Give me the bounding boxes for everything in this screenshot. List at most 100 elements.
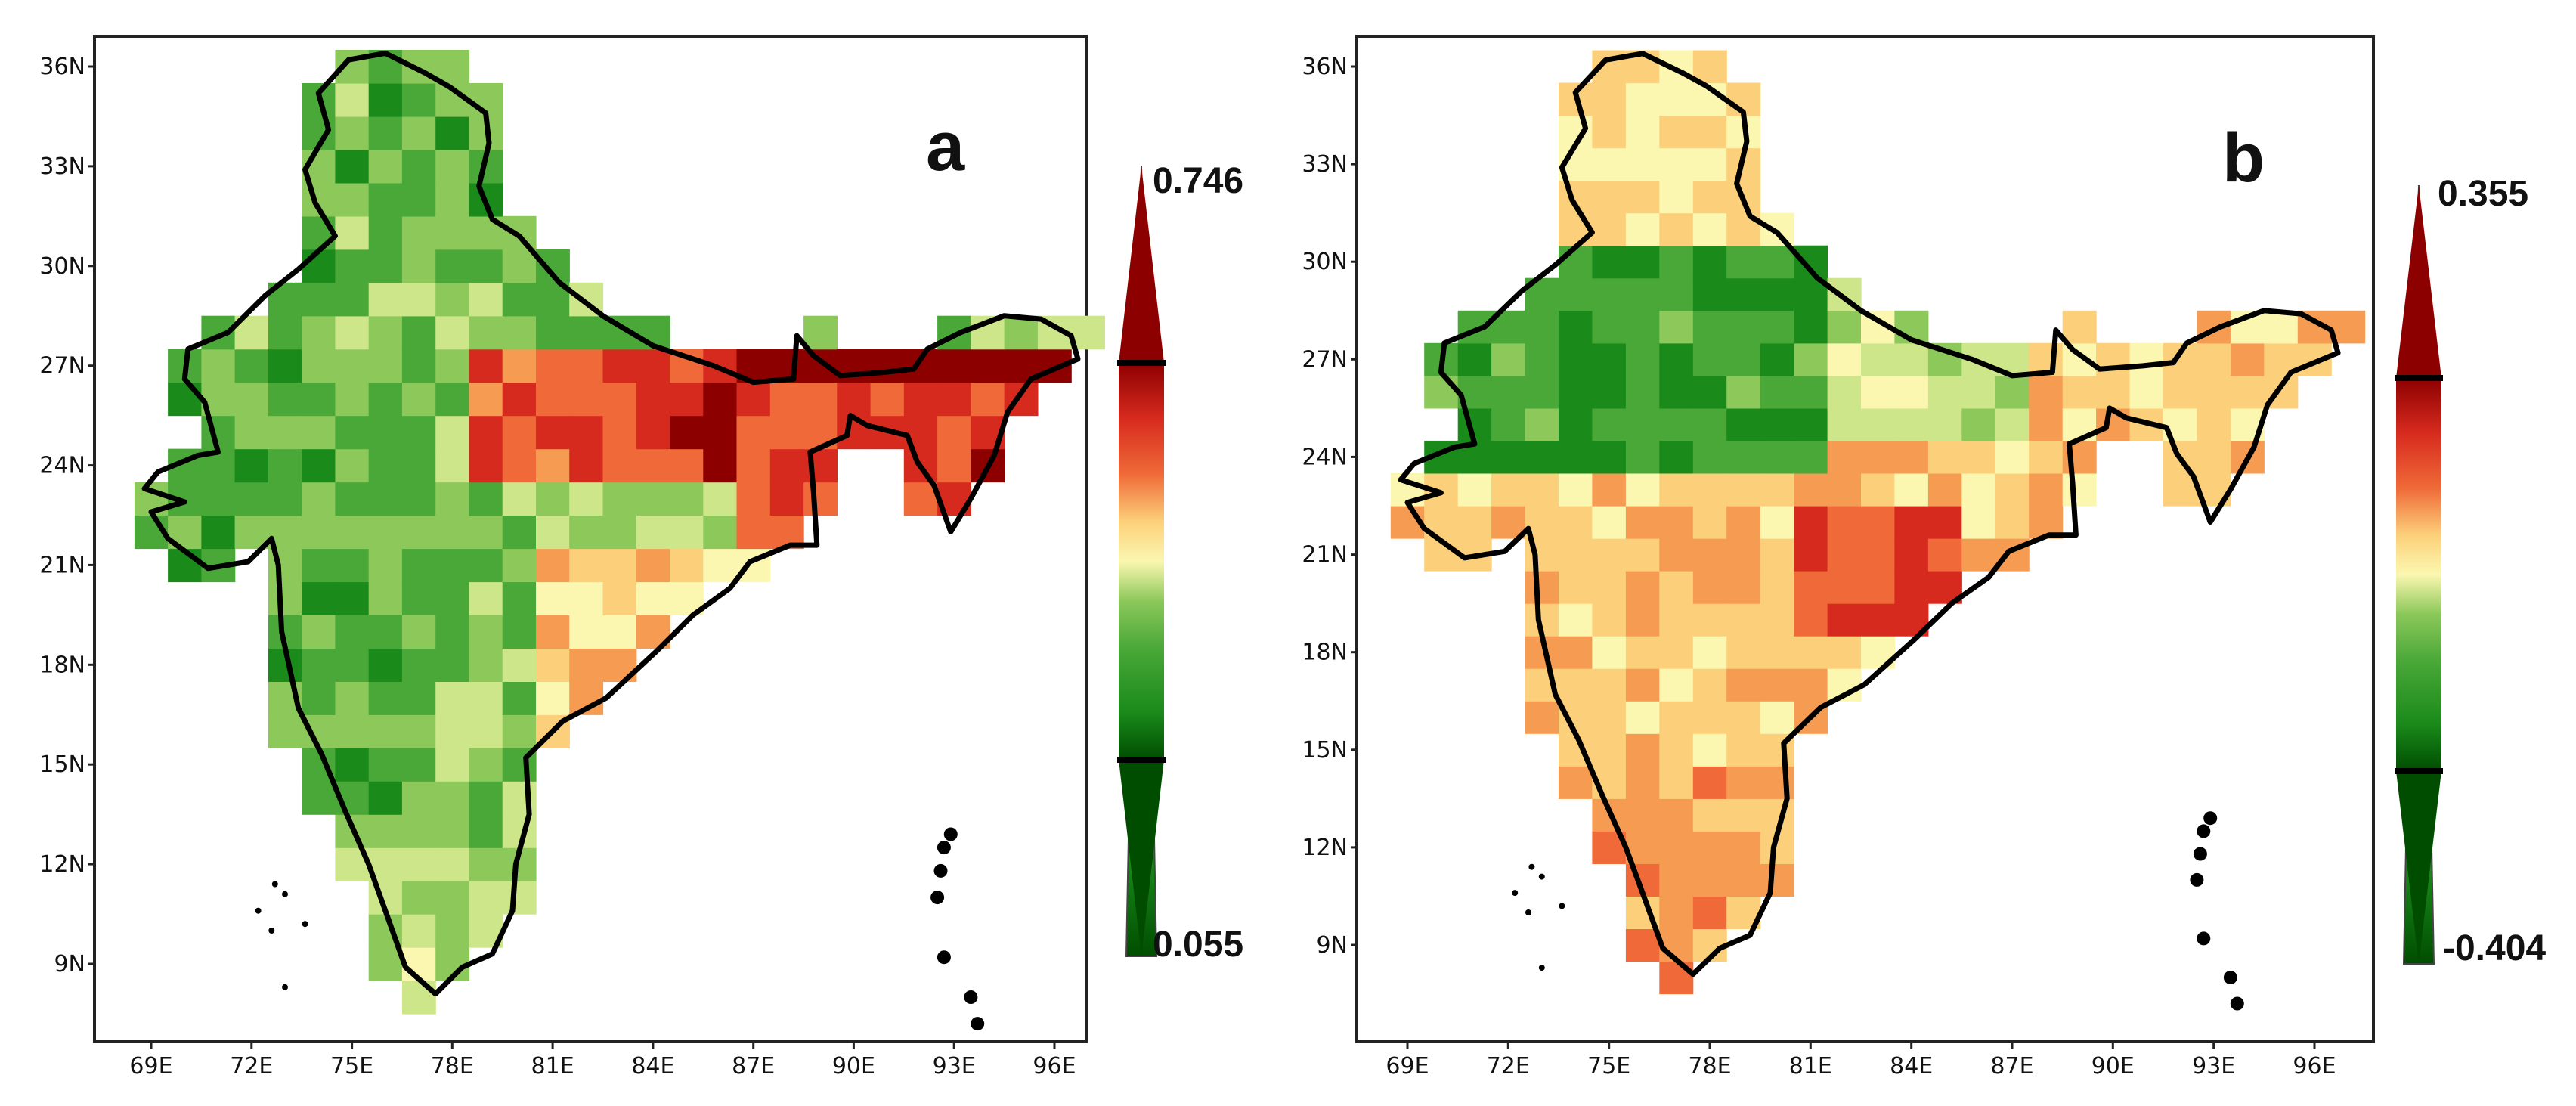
grid-cell xyxy=(2230,342,2265,376)
grid-cell xyxy=(401,781,436,815)
grid-cell xyxy=(335,681,370,715)
y-tick-label: 36N xyxy=(39,54,85,80)
grid-cell xyxy=(335,615,370,649)
grid-cell xyxy=(201,515,236,550)
grid-cell xyxy=(1625,733,1660,767)
grid-cell xyxy=(435,548,470,583)
grid-cell xyxy=(234,349,269,383)
x-tick-label: 93E xyxy=(933,1053,976,1080)
grid-cell xyxy=(1894,375,1929,409)
grid-cell xyxy=(1592,375,1627,409)
grid-cell xyxy=(1625,440,1660,474)
grid-cell xyxy=(1760,342,1794,376)
grid-cell xyxy=(736,482,771,516)
grid-cell xyxy=(1861,473,1895,507)
grid-cell xyxy=(1827,407,1862,441)
grid-cell xyxy=(1692,245,1727,279)
island-dot xyxy=(1538,965,1545,971)
grid-cell xyxy=(368,748,403,782)
grid-cell xyxy=(1726,701,1761,734)
grid-cell xyxy=(1726,636,1761,669)
island-dot xyxy=(933,863,948,878)
grid-cell xyxy=(1592,506,1627,539)
grid-cell xyxy=(1692,668,1727,702)
grid-cell xyxy=(1692,310,1727,344)
grid-cell xyxy=(1861,407,1895,441)
grid-cell xyxy=(302,515,336,550)
grid-cell xyxy=(1692,277,1727,311)
grid-cell xyxy=(1559,766,1593,799)
grid-cell xyxy=(435,615,470,649)
grid-cell xyxy=(302,249,336,283)
grid-cell xyxy=(368,448,403,483)
grid-cell xyxy=(569,415,604,450)
grid-cell xyxy=(2129,375,2164,409)
grid-cell xyxy=(368,615,403,649)
island-dot xyxy=(2230,996,2244,1011)
grid-cell xyxy=(1625,147,1660,181)
grid-cell xyxy=(1071,315,1105,350)
grid-cell xyxy=(769,415,804,450)
grid-cell xyxy=(703,415,738,450)
grid-cell xyxy=(1726,766,1761,799)
grid-cell xyxy=(268,482,302,516)
grid-cell xyxy=(1827,440,1862,474)
panel-b-colorbar-bottom-triangle xyxy=(2396,771,2441,964)
grid-cell xyxy=(1961,538,1996,572)
grid-cell xyxy=(1760,473,1794,507)
grid-cell xyxy=(401,382,436,417)
grid-cell xyxy=(803,482,838,516)
grid-cell xyxy=(1625,636,1660,669)
grid-cell xyxy=(1894,440,1929,474)
grid-cell xyxy=(268,581,302,615)
grid-cell xyxy=(502,648,537,682)
grid-cell xyxy=(469,448,503,483)
grid-cell xyxy=(335,182,370,217)
grid-cell xyxy=(401,515,436,550)
grid-cell xyxy=(1861,603,1895,637)
grid-cell xyxy=(435,581,470,615)
grid-cell xyxy=(803,349,838,383)
grid-cell xyxy=(1760,277,1794,311)
grid-cell xyxy=(1592,310,1627,344)
grid-cell xyxy=(1559,375,1593,409)
grid-cell xyxy=(368,83,403,117)
grid-cell xyxy=(335,249,370,283)
grid-cell xyxy=(302,581,336,615)
grid-cell xyxy=(368,814,403,848)
grid-cell xyxy=(1692,147,1727,181)
grid-cell xyxy=(435,149,470,184)
grid-cell xyxy=(435,382,470,417)
grid-cell xyxy=(1625,571,1660,604)
grid-cell xyxy=(1794,310,1828,344)
grid-cell xyxy=(401,282,436,317)
grid-cell xyxy=(302,482,336,516)
grid-cell xyxy=(602,448,637,483)
grid-cell xyxy=(569,648,604,682)
grid-cell xyxy=(2062,310,2097,344)
grid-cell xyxy=(368,149,403,184)
grid-cell xyxy=(469,714,503,748)
y-tick-label: 27N xyxy=(1302,346,1348,373)
panel-a-colorbar-top-triangle xyxy=(1119,166,1164,363)
grid-cell xyxy=(602,349,637,383)
grid-cell xyxy=(1559,310,1593,344)
grid-cell xyxy=(1692,50,1727,84)
grid-cell xyxy=(1424,375,1459,409)
grid-cell xyxy=(536,648,570,682)
grid-cell xyxy=(401,448,436,483)
grid-cell xyxy=(2197,342,2231,376)
y-tick-label: 24N xyxy=(1302,444,1348,470)
grid-cell xyxy=(502,881,537,915)
grid-cell xyxy=(435,249,470,283)
grid-cell xyxy=(335,448,370,483)
grid-cell xyxy=(536,581,570,615)
grid-cell xyxy=(1995,506,2030,539)
grid-cell xyxy=(636,581,670,615)
grid-cell xyxy=(536,548,570,583)
island-dot xyxy=(971,1017,985,1031)
grid-cell xyxy=(602,482,637,516)
grid-cell xyxy=(234,448,269,483)
grid-cell xyxy=(1794,506,1828,539)
island-dot xyxy=(2197,931,2211,946)
